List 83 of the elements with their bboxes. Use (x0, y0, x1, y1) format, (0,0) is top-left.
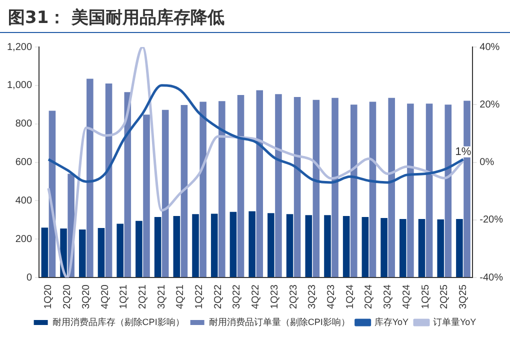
bar (426, 104, 433, 278)
bar (136, 220, 142, 278)
bar (230, 212, 237, 278)
bar (400, 218, 406, 278)
x-tick-label: 1Q20 (43, 284, 54, 310)
bar (41, 228, 48, 278)
y-tick-label: 1,000 (6, 80, 32, 92)
x-tick-label: 1Q21 (118, 284, 130, 310)
bar (286, 214, 294, 278)
y2-tick-label: 20% (480, 99, 500, 110)
bar (268, 213, 274, 278)
bar (275, 94, 282, 278)
bar (162, 110, 169, 278)
bar (456, 218, 463, 278)
bar (256, 90, 264, 278)
bar (388, 98, 395, 278)
x-tick-label: 4Q20 (100, 284, 111, 310)
bar (444, 104, 452, 278)
bar (342, 216, 350, 278)
bar (180, 105, 188, 278)
bar (218, 101, 226, 278)
bar (369, 102, 376, 278)
bar (173, 216, 180, 278)
bar (380, 218, 388, 278)
bar (418, 218, 426, 278)
y2-tick-label: 40% (480, 42, 500, 53)
x-tick-label: 4Q21 (175, 284, 186, 310)
bar (437, 219, 444, 278)
x-tick-label: 1Q25 (420, 284, 432, 310)
bar (210, 214, 218, 278)
x-tick-label: 3Q23 (307, 284, 318, 310)
y-tick-label: 200 (15, 234, 32, 245)
y-tick-label: 600 (15, 157, 32, 168)
bar (312, 100, 320, 278)
x-tick-label: 2Q20 (62, 284, 74, 310)
y2-tick-label: 0% (480, 157, 494, 168)
x-tick-label: 2Q22 (212, 284, 224, 310)
legend-label: 耐用消费品订单量（剔除CPI影响） (208, 316, 350, 327)
x-tick-label: 3Q24 (382, 284, 394, 310)
x-tick-label: 2Q23 (288, 284, 300, 310)
x-tick-label: 4Q24 (401, 284, 412, 310)
x-tick-label: 1Q22 (194, 284, 206, 310)
x-tick-label: 2Q21 (137, 284, 148, 310)
bar (248, 211, 256, 278)
bar (105, 84, 112, 278)
x-tick-label: 4Q23 (326, 284, 338, 310)
bar (98, 228, 105, 278)
y-tick-label: 0 (26, 272, 32, 284)
bar (86, 78, 94, 278)
y-tick-label: 800 (15, 118, 32, 130)
bar (362, 217, 369, 278)
bar (154, 217, 162, 278)
x-tick-label: 3Q20 (80, 284, 92, 310)
chart-title: 图31： 美国耐用品库存降低 (8, 7, 225, 29)
y-tick-label: 400 (15, 195, 32, 206)
x-tick-label: 2Q24 (364, 284, 375, 310)
y2-tick-label: -20% (480, 214, 504, 226)
bar (332, 98, 338, 278)
bar (324, 215, 331, 278)
bar (294, 96, 301, 278)
x-tick-label: 3Q25 (458, 284, 469, 310)
legend-label: 耐用消费品库存（剔除CPI影响） (52, 316, 184, 327)
annotation: 1% (455, 146, 472, 158)
legend-label: 订单量YoY (433, 316, 476, 327)
x-tick-label: 3Q21 (156, 284, 168, 310)
bar (350, 104, 358, 278)
legend-label: 库存YoY (374, 316, 409, 327)
bar (237, 95, 244, 278)
bar (143, 114, 150, 278)
y-tick-label: 1,200 (6, 42, 32, 53)
bar (407, 104, 414, 278)
x-tick-label: 3Q22 (232, 284, 243, 310)
bar (200, 102, 206, 278)
y2-tick-label: -40% (480, 272, 504, 284)
x-tick-label: 1Q24 (344, 284, 356, 310)
x-tick-label: 2Q25 (439, 284, 450, 310)
bar (124, 92, 132, 278)
x-tick-label: 1Q23 (269, 284, 280, 310)
bar (116, 224, 124, 278)
bar (78, 230, 86, 278)
bar (192, 214, 199, 278)
x-tick-label: 4Q22 (250, 284, 262, 310)
bar (305, 215, 312, 278)
